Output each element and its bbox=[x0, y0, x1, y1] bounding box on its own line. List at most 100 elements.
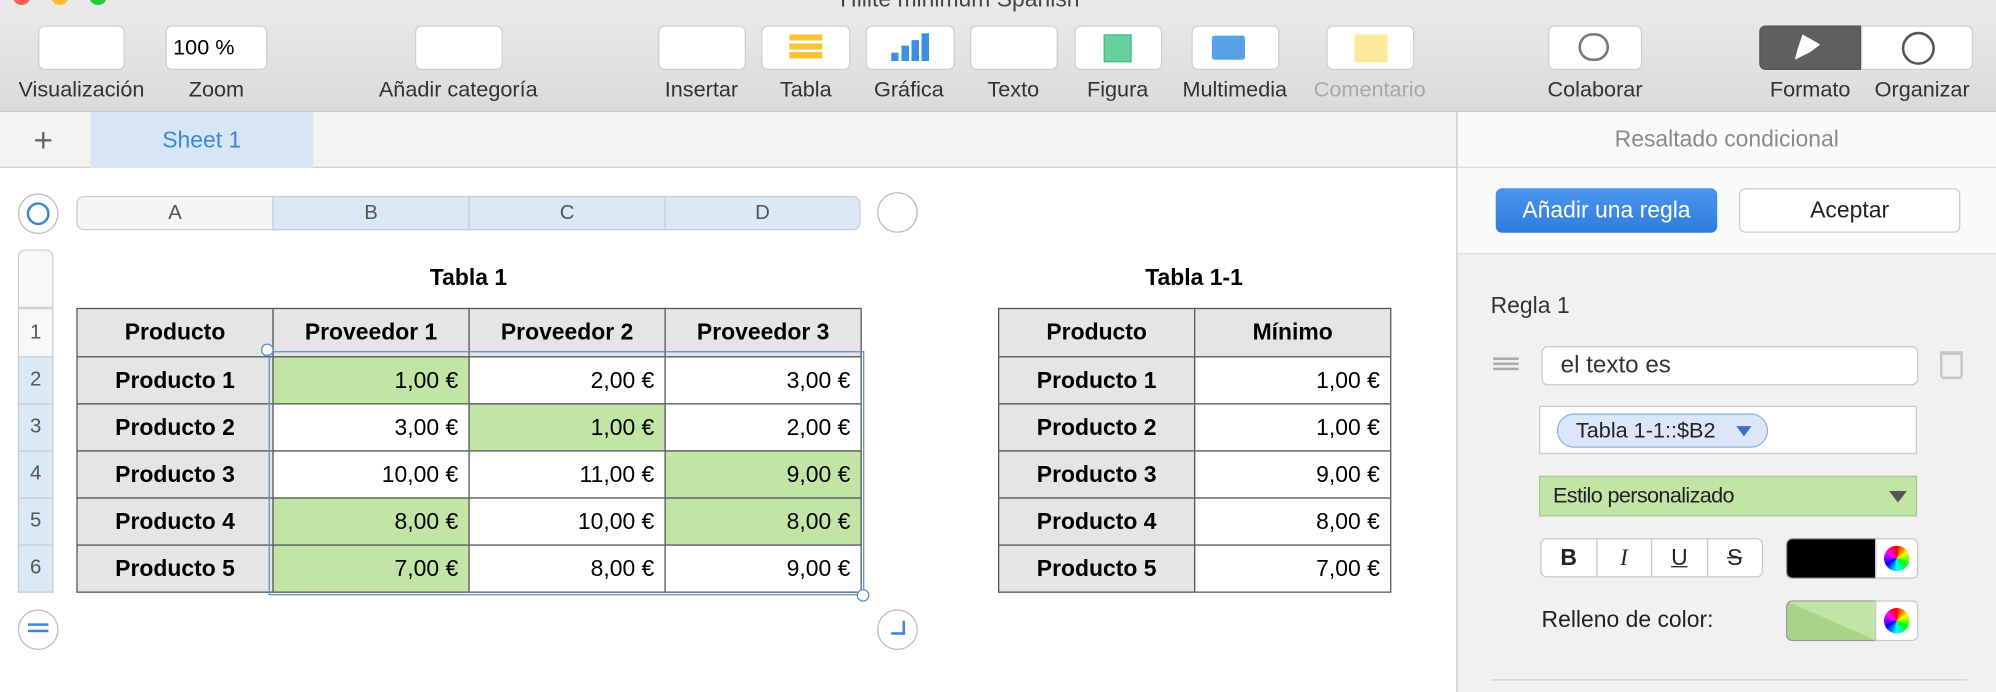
data-cell[interactable]: 3,00 € bbox=[272, 403, 470, 452]
data-cell[interactable]: 8,00 € bbox=[272, 497, 470, 546]
selection-handle[interactable] bbox=[856, 588, 870, 602]
add-rule-button[interactable]: Añadir una regla bbox=[1495, 188, 1718, 233]
sheet-tab[interactable]: Sheet 1 bbox=[90, 111, 314, 168]
row-header[interactable]: 4 bbox=[17, 450, 54, 499]
row-label-cell[interactable]: Producto 5 bbox=[998, 544, 1196, 593]
toolbar-label: Organizar bbox=[1874, 77, 1970, 102]
data-cell[interactable]: 7,00 € bbox=[272, 544, 470, 593]
header-cell[interactable]: Producto bbox=[76, 307, 274, 358]
row-label-cell[interactable]: Producto 5 bbox=[76, 544, 274, 593]
data-cell[interactable]: 8,00 € bbox=[1194, 497, 1392, 546]
format-button[interactable]: S bbox=[1706, 538, 1764, 578]
format-button[interactable]: B bbox=[1540, 538, 1597, 578]
data-cell[interactable]: 8,00 € bbox=[664, 497, 862, 546]
row-label-cell[interactable]: Producto 4 bbox=[998, 497, 1196, 546]
sidebar-separator bbox=[1490, 679, 1967, 681]
accept-button[interactable]: Aceptar bbox=[1738, 188, 1961, 233]
row-header[interactable]: 2 bbox=[17, 356, 54, 405]
add-row-button[interactable] bbox=[17, 609, 59, 651]
toolbar-label: Insertar bbox=[664, 77, 739, 102]
resize-icon bbox=[891, 620, 906, 635]
text-color-well[interactable] bbox=[1785, 538, 1877, 579]
select-all-dot bbox=[26, 202, 50, 226]
zoom-button[interactable] bbox=[89, 0, 107, 6]
format-button[interactable]: I bbox=[1595, 538, 1653, 578]
icon-collab bbox=[1578, 33, 1610, 62]
toolbar-label: Tabla bbox=[779, 77, 832, 102]
header-cell[interactable]: Proveedor 1 bbox=[272, 307, 470, 358]
color-wheel bbox=[1883, 608, 1910, 634]
table-title: Tabla 1 bbox=[429, 264, 508, 291]
resize-table-button[interactable] bbox=[877, 609, 918, 651]
row-label-cell[interactable]: Producto 3 bbox=[998, 450, 1196, 499]
toolbar-button[interactable] bbox=[165, 25, 268, 70]
row-label-cell[interactable]: Producto 3 bbox=[76, 450, 274, 499]
data-cell[interactable]: 11,00 € bbox=[468, 450, 666, 499]
data-cell[interactable]: 1,00 € bbox=[1194, 403, 1392, 452]
data-cell[interactable]: 9,00 € bbox=[664, 544, 862, 593]
toolbar-label: Zoom bbox=[188, 77, 245, 102]
toolbar-label: Comentario bbox=[1313, 77, 1426, 102]
data-cell[interactable]: 8,00 € bbox=[468, 544, 666, 593]
toolbar-button[interactable] bbox=[969, 25, 1058, 70]
toolbar-button[interactable] bbox=[658, 25, 746, 70]
toolbar-label: Añadir categoría bbox=[378, 77, 538, 102]
toolbar-label: Multimedia bbox=[1182, 77, 1288, 102]
row-header[interactable]: 3 bbox=[17, 403, 54, 452]
column-header[interactable]: C bbox=[468, 195, 666, 231]
header-cell[interactable]: Proveedor 3 bbox=[664, 307, 862, 358]
token-arrow bbox=[1736, 426, 1752, 437]
data-cell[interactable]: 1,00 € bbox=[1194, 356, 1392, 405]
window-title: Hilite minimum Spanish bbox=[840, 0, 1171, 13]
condition-select[interactable]: el texto es bbox=[1541, 346, 1919, 386]
column-resize-button[interactable] bbox=[877, 192, 918, 233]
row-header[interactable]: 5 bbox=[17, 497, 54, 546]
selection-outline bbox=[268, 351, 865, 596]
row-label-cell[interactable]: Producto 2 bbox=[76, 403, 274, 452]
style-select[interactable]: Estilo personalizado bbox=[1539, 475, 1918, 517]
fill-color-well[interactable] bbox=[1785, 600, 1877, 642]
toolbar-label: Figura bbox=[1086, 77, 1149, 102]
add-row-icon bbox=[28, 623, 49, 633]
row-label-cell[interactable]: Producto 2 bbox=[998, 403, 1196, 452]
header-cell[interactable]: Proveedor 2 bbox=[468, 307, 666, 358]
selection-handle[interactable] bbox=[260, 343, 274, 357]
drag-handle[interactable] bbox=[1493, 357, 1519, 371]
header-cell[interactable]: Producto bbox=[998, 307, 1196, 358]
column-header[interactable]: A bbox=[76, 195, 274, 231]
table-title: Tabla 1-1 bbox=[1145, 264, 1243, 291]
toolbar-button[interactable] bbox=[414, 25, 503, 70]
drag-handle-mid bbox=[1493, 362, 1519, 366]
icon-comment bbox=[1354, 34, 1388, 63]
row-header-top bbox=[17, 249, 54, 308]
toolbar-button[interactable] bbox=[38, 25, 125, 70]
rule-title: Regla 1 bbox=[1490, 292, 1570, 319]
column-header[interactable]: D bbox=[664, 195, 861, 231]
add-sheet-button[interactable]: + bbox=[33, 120, 53, 159]
delete-rule-button[interactable] bbox=[1939, 351, 1963, 380]
toolbar-label: Gráfica bbox=[874, 77, 944, 102]
minimize-button[interactable] bbox=[50, 0, 69, 6]
row-label-cell[interactable]: Producto 4 bbox=[76, 497, 274, 546]
row-header[interactable]: 6 bbox=[17, 544, 54, 593]
header-cell[interactable]: Mínimo bbox=[1194, 307, 1392, 358]
data-cell[interactable]: 7,00 € bbox=[1194, 544, 1392, 593]
icon-table bbox=[789, 34, 823, 60]
column-header[interactable]: B bbox=[272, 195, 470, 231]
sidebar-title: Resaltado condicional bbox=[1457, 112, 1996, 168]
toolbar-label: Visualización bbox=[18, 77, 145, 102]
data-cell[interactable]: 2,00 € bbox=[664, 403, 862, 452]
toolbar-label: Texto bbox=[987, 77, 1040, 102]
close-button[interactable] bbox=[12, 0, 31, 6]
reference-token[interactable]: Tabla 1-1::$B2 bbox=[1556, 413, 1769, 448]
row-header[interactable]: 1 bbox=[17, 307, 54, 358]
row-label-cell[interactable]: Producto 1 bbox=[998, 356, 1196, 405]
style-arrow bbox=[1889, 491, 1907, 503]
row-label-cell[interactable]: Producto 1 bbox=[76, 356, 274, 405]
toolbar-label: Formato bbox=[1769, 77, 1851, 102]
data-cell[interactable]: 9,00 € bbox=[1194, 450, 1392, 499]
icon-text bbox=[998, 31, 1029, 64]
fill-label: Relleno de color: bbox=[1541, 606, 1714, 633]
format-button[interactable]: U bbox=[1651, 538, 1708, 578]
